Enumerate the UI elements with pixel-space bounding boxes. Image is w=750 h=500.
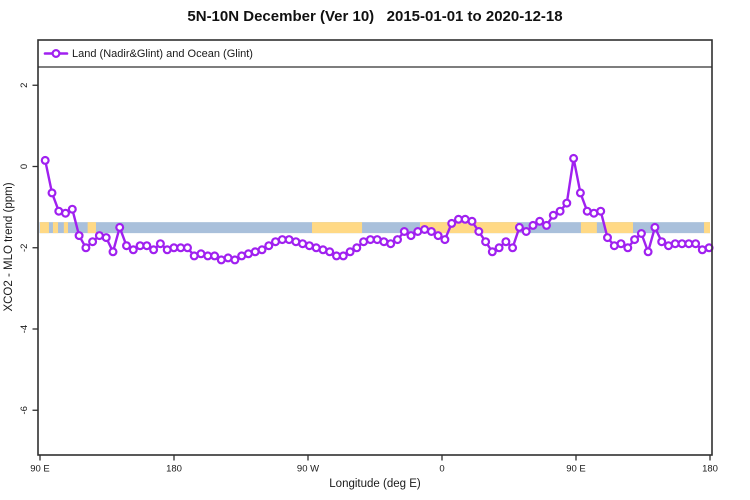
series-marker	[447, 218, 457, 228]
series-marker	[183, 243, 193, 253]
series-marker	[467, 216, 477, 226]
series-marker	[338, 251, 348, 261]
series-marker	[108, 247, 118, 257]
series-marker	[47, 188, 57, 198]
y-axis-tick-label: 0	[19, 164, 30, 169]
y-axis-tick-label: -4	[19, 325, 30, 333]
legend-series-marker-icon	[51, 48, 61, 58]
series-marker	[67, 204, 77, 214]
series-marker	[115, 222, 125, 232]
axis-tick-labels-layer: 90 E 180 90 W 0 90 E 180 2 0 -2 -4 -6	[19, 83, 718, 475]
series-marker	[616, 239, 626, 249]
series-marker	[101, 233, 111, 243]
series-marker	[535, 216, 545, 226]
series-marker	[508, 243, 518, 253]
series-marker	[691, 239, 701, 249]
series-marker	[386, 239, 396, 249]
series-marker	[406, 231, 416, 241]
series-marker	[514, 222, 524, 232]
series-marker	[643, 247, 653, 257]
series-marker	[426, 227, 436, 237]
data-series-layer	[40, 153, 714, 265]
band-land-segment	[312, 222, 363, 234]
series-marker	[650, 222, 660, 232]
series-marker	[481, 237, 491, 247]
series-marker	[264, 241, 274, 251]
band-land-segment	[40, 222, 49, 234]
legend: Land (Nadir&Glint) and Ocean (Glint)	[38, 48, 712, 68]
x-axis-title: Longitude (deg E)	[329, 478, 421, 490]
series-marker	[630, 235, 640, 245]
series-marker	[548, 210, 558, 220]
series-marker	[596, 206, 606, 216]
series-marker	[40, 155, 50, 165]
series-marker	[393, 235, 403, 245]
series-marker	[501, 237, 511, 247]
axis-ticks-layer	[32, 84, 711, 461]
band-land-segment	[419, 222, 518, 234]
x-axis-tick-label: 90 E	[566, 464, 586, 475]
series-marker	[121, 241, 131, 251]
x-axis-tick-label: 180	[702, 464, 718, 475]
series-marker	[60, 208, 70, 218]
series-marker	[487, 247, 497, 257]
series-marker	[345, 247, 355, 257]
x-axis-tick-label: 90 W	[297, 464, 319, 475]
series-marker	[433, 231, 443, 241]
series-marker	[575, 188, 585, 198]
series-marker	[541, 220, 551, 230]
series-marker	[74, 231, 84, 241]
series-marker	[623, 243, 633, 253]
series-marker	[325, 247, 335, 257]
ocean-land-reference-band	[39, 222, 710, 234]
legend-label: Land (Nadir&Glint) and Ocean (Glint)	[72, 48, 253, 60]
series-marker	[210, 251, 220, 261]
series-marker	[88, 237, 98, 247]
series-marker	[440, 235, 450, 245]
series-marker	[155, 239, 165, 249]
band-ocean-strip	[39, 222, 710, 234]
band-land-segment	[63, 222, 68, 234]
y-axis-tick-label: 2	[19, 83, 30, 88]
series-marker	[257, 245, 267, 255]
series-marker	[474, 227, 484, 237]
series-marker	[352, 243, 362, 253]
y-axis-tick-label: -6	[19, 406, 30, 414]
series-marker	[569, 153, 579, 163]
y-axis-tick-label: -2	[19, 244, 30, 252]
series-marker	[494, 243, 504, 253]
band-land-segment	[87, 222, 96, 234]
series-marker	[399, 227, 409, 237]
x-axis-tick-label: 90 E	[30, 464, 50, 475]
band-land-segment	[704, 222, 710, 234]
series-marker	[636, 229, 646, 239]
band-land-segment	[52, 222, 59, 234]
series-marker	[555, 206, 565, 216]
band-land-segment	[580, 222, 597, 234]
series-marker	[562, 198, 572, 208]
chart-title: 5N-10N December (Ver 10) 2015-01-01 to 2…	[187, 8, 563, 25]
band-land-segment	[605, 222, 634, 234]
series-marker	[602, 233, 612, 243]
series-marker	[81, 243, 91, 253]
y-axis-title: XCO2 - MLO trend (ppm)	[3, 182, 15, 311]
series-marker	[657, 237, 667, 247]
x-axis-tick-label: 180	[166, 464, 182, 475]
series-marker	[149, 245, 159, 255]
series-marker	[528, 220, 538, 230]
series-marker	[142, 241, 152, 251]
x-axis-tick-label: 0	[439, 464, 444, 475]
series-marker	[128, 245, 138, 255]
series-marker	[230, 255, 240, 265]
series-marker	[521, 227, 531, 237]
